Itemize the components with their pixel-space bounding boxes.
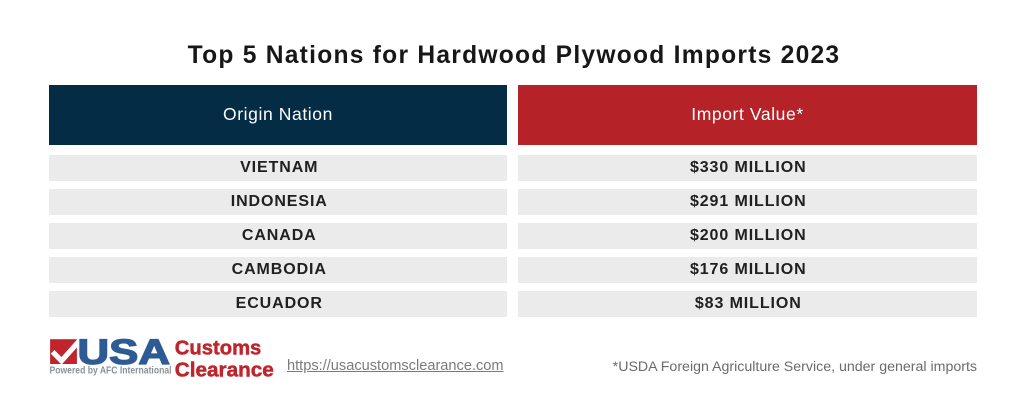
svg-text:Clearance: Clearance	[175, 359, 274, 382]
svg-text:Powered by AFC International: Powered by AFC International	[50, 366, 172, 377]
svg-text:USA: USA	[78, 332, 171, 372]
svg-text:Customs: Customs	[175, 337, 261, 360]
